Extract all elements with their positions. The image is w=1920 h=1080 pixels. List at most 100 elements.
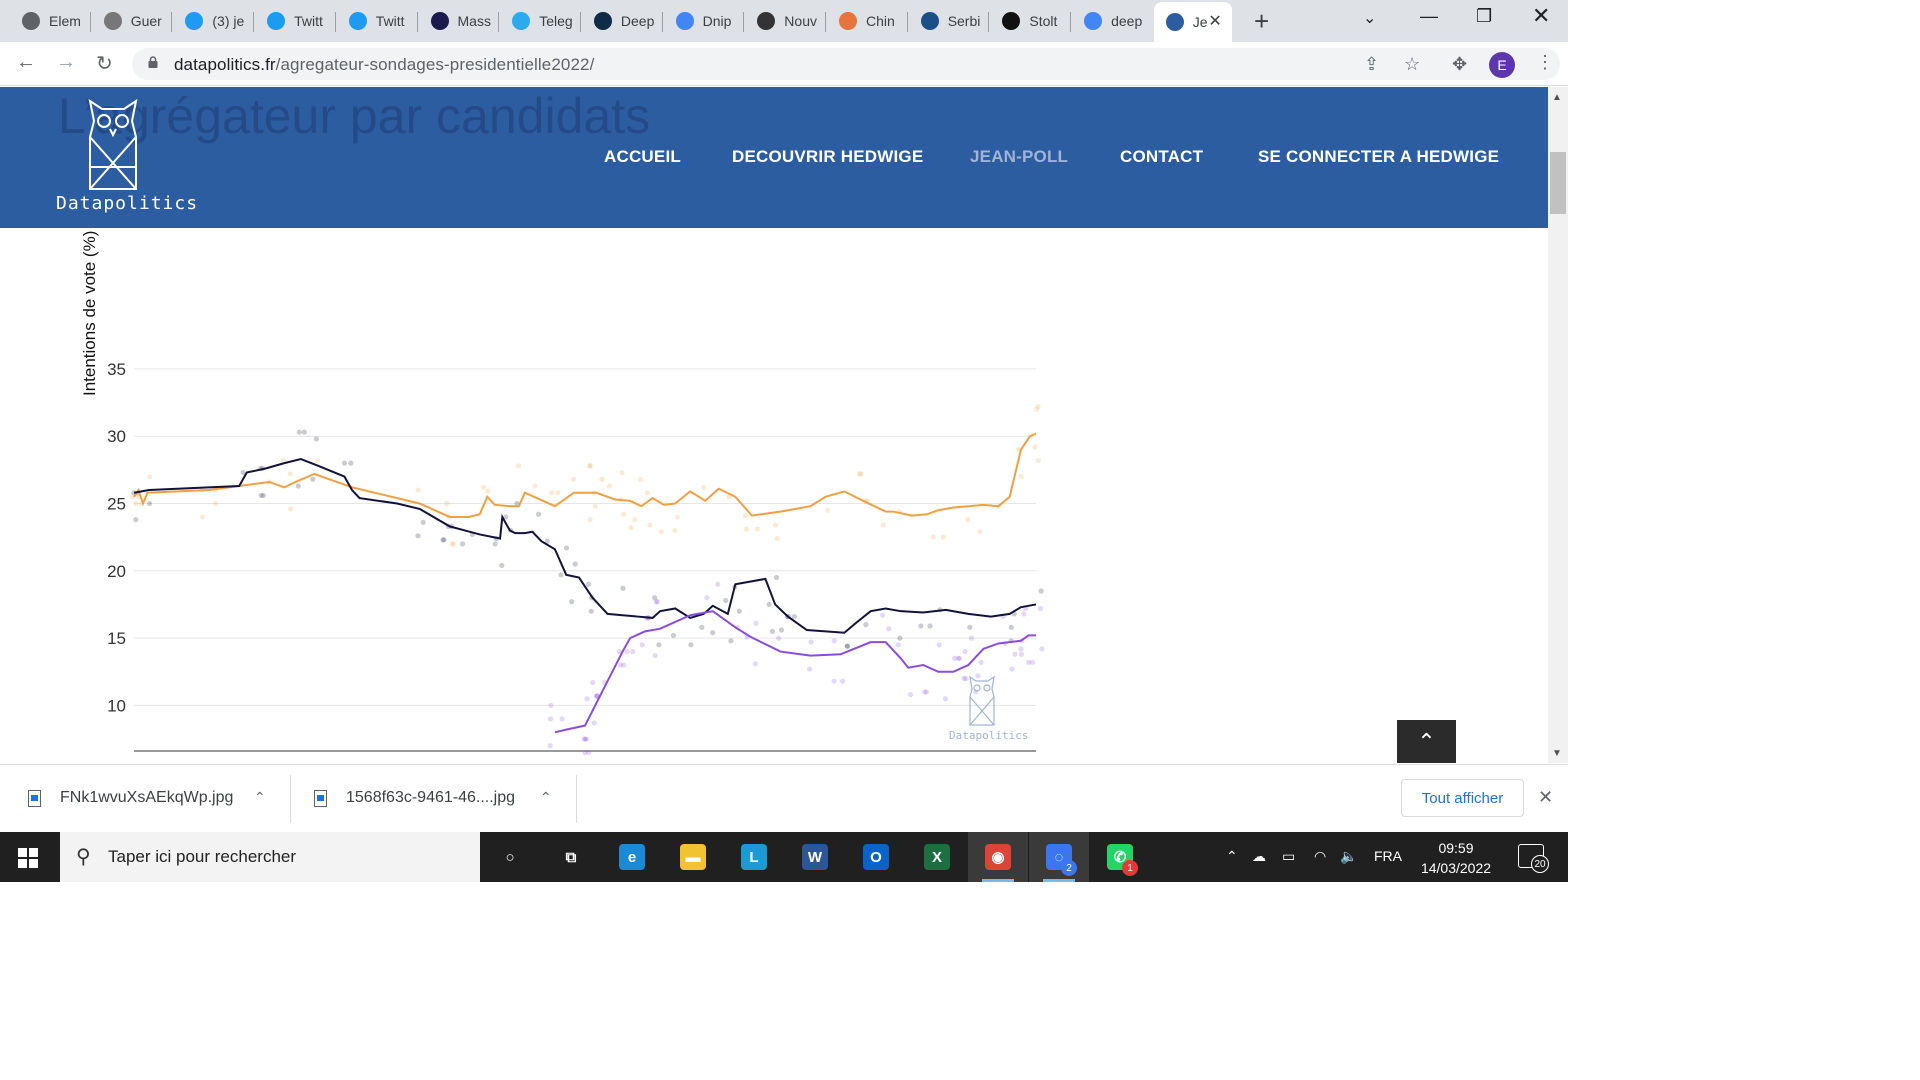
poll-dot xyxy=(314,457,321,464)
poll-dot xyxy=(658,529,664,535)
tab-8[interactable]: Deep xyxy=(582,4,660,38)
tab-separator xyxy=(1070,12,1072,32)
minimize-icon[interactable]: — xyxy=(1420,6,1438,26)
cortana-icon[interactable]: ○ xyxy=(480,832,540,882)
back-icon[interactable]: ← xyxy=(16,51,36,73)
download-item-2[interactable]: 1568f63c-9461-46....jpg xyxy=(346,789,516,806)
back-to-top-button[interactable]: ⌃ xyxy=(1397,720,1456,763)
cloud-icon[interactable]: ☁ xyxy=(1252,848,1266,864)
language-indicator[interactable]: FRA xyxy=(1374,848,1402,864)
outlook-icon[interactable]: O xyxy=(846,832,906,882)
tab-11[interactable]: Chin xyxy=(827,4,905,38)
bookmark-star-icon[interactable]: ☆ xyxy=(1404,54,1421,74)
lock-icon[interactable] xyxy=(148,56,158,68)
nav-contact[interactable]: CONTACT xyxy=(1120,147,1204,166)
t-icon xyxy=(430,12,449,30)
google-icon xyxy=(675,12,694,30)
active-indicator xyxy=(1043,879,1075,882)
nav-se-connecter[interactable]: SE CONNECTER A HEDWIGE xyxy=(1258,147,1500,166)
scrollbar-thumb[interactable] xyxy=(1550,152,1566,214)
poll-dot xyxy=(558,572,564,578)
tab-13[interactable]: Stolt xyxy=(990,4,1068,38)
poll-dot xyxy=(584,696,590,702)
windows-start-icon[interactable] xyxy=(18,848,38,868)
tab-9[interactable]: Dnip xyxy=(664,4,742,38)
chevron-up-icon[interactable]: ⌃ xyxy=(254,789,266,805)
menu-icon[interactable]: ⋮ xyxy=(1536,52,1554,72)
tab-15[interactable]: Je ✕ xyxy=(1153,2,1232,42)
tab-5[interactable]: Twitt xyxy=(337,4,415,38)
excel-icon[interactable]: X xyxy=(907,832,967,882)
tab-2[interactable]: Guer xyxy=(92,4,170,38)
chevron-up-icon[interactable]: ⌃ xyxy=(1226,848,1238,864)
close-tab-icon[interactable]: ✕ xyxy=(1208,13,1222,30)
series-line-2[interactable] xyxy=(133,458,1037,634)
poll-dot xyxy=(563,545,570,551)
show-all-downloads-button[interactable]: Tout afficher xyxy=(1401,779,1524,817)
nav-accueil[interactable]: ACCUEIL xyxy=(604,147,681,166)
forward-icon[interactable]: → xyxy=(56,51,76,73)
nav-decouvrir-hedwige[interactable]: DECOUVRIR HEDWIGE xyxy=(732,147,924,166)
tab-search-icon[interactable]: ⌄ xyxy=(1363,10,1377,27)
chevron-up-icon[interactable]: ⌃ xyxy=(540,789,552,805)
chrome-icon[interactable]: ◉ xyxy=(968,832,1028,882)
close-icon[interactable]: ✕ xyxy=(1538,787,1554,807)
poll-dot xyxy=(619,469,625,476)
series-line-1[interactable] xyxy=(133,432,1037,518)
restore-icon[interactable]: ❐ xyxy=(1476,6,1493,26)
poll-dot xyxy=(420,519,426,525)
poll-dot xyxy=(624,648,630,655)
owl-logo-icon[interactable] xyxy=(84,97,142,193)
scroll-up-icon[interactable]: ▲ xyxy=(1552,92,1562,103)
extensions-icon[interactable]: ✥ xyxy=(1452,54,1468,74)
poll-dot xyxy=(555,490,561,496)
task-view-icon[interactable]: ⧉ xyxy=(541,832,601,882)
reload-icon[interactable]: ↻ xyxy=(96,53,113,75)
tab-12[interactable]: Serbi xyxy=(909,4,987,38)
poll-dot xyxy=(146,500,153,507)
volume-icon[interactable]: 🔈 xyxy=(1340,848,1358,864)
lightshot-icon[interactable]: L xyxy=(724,832,784,882)
wifi-icon[interactable]: ◠ xyxy=(1314,848,1327,864)
profile-avatar[interactable]: E xyxy=(1489,52,1515,78)
page-scrollbar[interactable] xyxy=(1548,87,1568,763)
taskbar-search-field[interactable]: ⚲ Taper ici pour rechercher xyxy=(60,832,480,882)
poll-dot xyxy=(133,500,139,507)
twitter-icon xyxy=(267,12,286,30)
signal-icon[interactable]: ◌ 2 xyxy=(1029,832,1089,882)
site-logo-text[interactable]: Datapolitics xyxy=(56,193,199,214)
word-icon[interactable]: W xyxy=(785,832,845,882)
whatsapp-icon[interactable]: ✆ 1 xyxy=(1090,832,1150,882)
tab-10[interactable]: Nouv xyxy=(745,4,823,38)
file-explorer-icon[interactable]: ▬ xyxy=(663,832,723,882)
poll-dot xyxy=(547,716,554,722)
tab-14[interactable]: deep xyxy=(1072,4,1150,38)
series-line-3[interactable] xyxy=(554,610,1036,734)
poll-dot xyxy=(415,533,421,539)
poll-dot xyxy=(628,525,634,531)
tab-4[interactable]: Twitt xyxy=(255,4,333,38)
poll-dot xyxy=(652,652,658,659)
poll-dot xyxy=(348,460,354,466)
datapolitics-icon xyxy=(1165,13,1184,31)
poll-dot xyxy=(880,522,887,528)
tab-7[interactable]: Teleg xyxy=(500,4,578,38)
notification-icon[interactable]: 20 xyxy=(1518,844,1549,873)
poll-dot xyxy=(440,537,446,543)
tab-6[interactable]: Mass xyxy=(419,4,497,38)
download-item-1[interactable]: FNk1wvuXsAEkqWp.jpg xyxy=(60,789,234,806)
divider xyxy=(290,775,291,823)
poll-dot xyxy=(844,643,850,649)
tab-3[interactable]: (3) je xyxy=(173,4,251,38)
close-window-icon[interactable]: ✕ xyxy=(1532,3,1551,28)
new-tab-button[interactable]: + xyxy=(1254,6,1270,36)
share-icon[interactable]: ⇪ xyxy=(1364,54,1380,74)
scroll-down-icon[interactable]: ▼ xyxy=(1552,748,1562,759)
poll-dot xyxy=(593,693,599,699)
nav-jean-poll[interactable]: JEAN-POLL xyxy=(970,147,1069,166)
tab-1[interactable]: Elem xyxy=(10,4,88,38)
clock[interactable]: 09:59 14/03/2022 xyxy=(1416,838,1496,878)
edge-icon[interactable]: e xyxy=(602,832,662,882)
battery-icon[interactable]: ▭ xyxy=(1282,848,1296,864)
url-field[interactable]: datapolitics.fr/agregateur-sondages-pres… xyxy=(132,48,1560,80)
